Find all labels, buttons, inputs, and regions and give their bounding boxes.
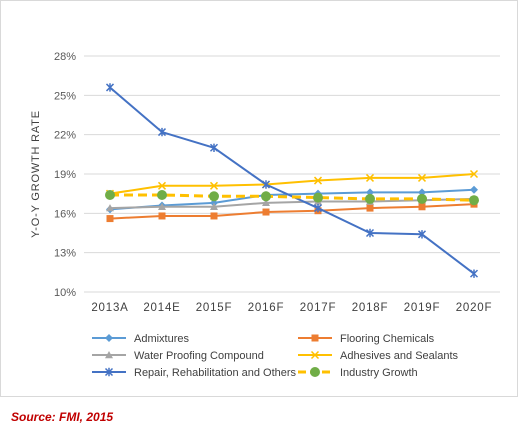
legend-label: Admixtures xyxy=(134,333,190,345)
data-point-marker xyxy=(209,191,219,202)
data-point-marker xyxy=(106,204,114,212)
data-point-marker xyxy=(470,185,478,194)
data-point-marker xyxy=(210,202,218,210)
legend-item: Admixtures xyxy=(92,333,190,345)
data-point-marker xyxy=(311,334,319,342)
legend-label: Repair, Rehabilitation and Others xyxy=(134,367,297,379)
series-repair-rehabilitation-and-others xyxy=(105,83,479,278)
data-point-marker xyxy=(157,127,167,137)
data-point-marker xyxy=(417,193,427,204)
data-point-marker xyxy=(105,351,113,359)
legend-label: Flooring Chemicals xyxy=(340,333,435,345)
data-point-marker xyxy=(313,203,323,213)
data-point-marker xyxy=(157,189,167,200)
legend-item: Industry Growth xyxy=(298,367,418,379)
x-tick-labels: 2013A 2014E 2015F 2016F 2017F 2018F 2019F 2020F xyxy=(91,302,493,314)
line-chart: Y-O-Y GROWTH RATE 10%13%16%19%22%25%28% … xyxy=(30,51,500,379)
gridlines xyxy=(84,55,500,293)
source-note: Source: FMI, 2015 xyxy=(11,410,114,424)
data-point-marker xyxy=(209,143,219,152)
data-point-marker xyxy=(469,269,479,278)
data-point-marker xyxy=(158,202,166,210)
data-point-marker xyxy=(105,189,115,200)
data-point-marker xyxy=(104,367,114,377)
data-point-marker xyxy=(365,228,375,238)
y-axis-title: Y-O-Y GROWTH RATE xyxy=(30,110,42,238)
x-tick-label: 2019F xyxy=(404,302,441,314)
data-point-marker xyxy=(366,204,374,212)
y-tick-label: 22% xyxy=(54,130,76,142)
y-tick-label: 16% xyxy=(54,208,76,220)
series-industry-growth xyxy=(105,189,479,206)
data-point-marker xyxy=(365,193,375,204)
data-point-marker xyxy=(313,192,323,203)
data-point-marker xyxy=(310,367,320,377)
y-tick-labels: 10% 13% 16% 19% 22% 25% 28% xyxy=(54,51,76,299)
data-point-marker xyxy=(157,181,167,190)
legend-label: Water Proofing Compound xyxy=(134,350,264,362)
data-point-marker xyxy=(365,173,375,182)
data-point-marker xyxy=(105,83,115,92)
series-lines xyxy=(105,83,479,278)
data-point-marker xyxy=(469,195,479,206)
legend-item: Water Proofing Compound xyxy=(92,350,264,362)
chart-frame xyxy=(0,0,518,397)
data-point-marker xyxy=(158,212,166,220)
data-point-marker xyxy=(105,334,113,342)
legend-label: Industry Growth xyxy=(340,367,418,379)
x-tick-label: 2020F xyxy=(456,302,493,314)
data-point-marker xyxy=(310,350,320,360)
y-tick-label: 25% xyxy=(54,90,76,102)
legend-label: Adhesives and Sealants xyxy=(340,350,459,362)
data-point-marker xyxy=(209,181,219,190)
data-point-marker xyxy=(469,169,479,179)
legend-item: Flooring Chemicals xyxy=(298,333,435,345)
series-line xyxy=(110,193,475,202)
data-point-marker xyxy=(106,215,114,223)
data-point-marker xyxy=(261,180,271,189)
x-tick-label: 2013A xyxy=(91,302,128,314)
data-point-marker xyxy=(313,176,323,185)
data-point-marker xyxy=(418,203,426,211)
data-point-marker xyxy=(262,208,270,216)
y-tick-label: 13% xyxy=(54,248,76,260)
series-line xyxy=(109,203,475,220)
data-point-marker xyxy=(210,212,218,220)
y-tick-label: 19% xyxy=(54,169,76,181)
y-tick-label: 10% xyxy=(54,287,76,299)
series-line xyxy=(109,173,475,195)
series-line xyxy=(109,197,475,210)
data-point-marker xyxy=(417,173,427,182)
x-tick-label: 2014E xyxy=(143,302,180,314)
y-tick-label: 28% xyxy=(54,51,76,63)
x-tick-label: 2015F xyxy=(196,302,233,314)
x-tick-label: 2017F xyxy=(300,302,337,314)
x-tick-label: 2016F xyxy=(248,302,285,314)
series-line xyxy=(109,188,475,211)
legend-item: Adhesives and Sealants xyxy=(298,350,459,362)
legend: Admixtures Flooring Chemicals Water Proofi… xyxy=(92,333,459,379)
legend-item: Repair, Rehabilitation and Others xyxy=(92,367,297,379)
data-point-marker xyxy=(262,198,270,207)
x-tick-label: 2018F xyxy=(352,302,389,314)
data-point-marker xyxy=(417,230,427,239)
data-point-marker xyxy=(261,191,271,202)
